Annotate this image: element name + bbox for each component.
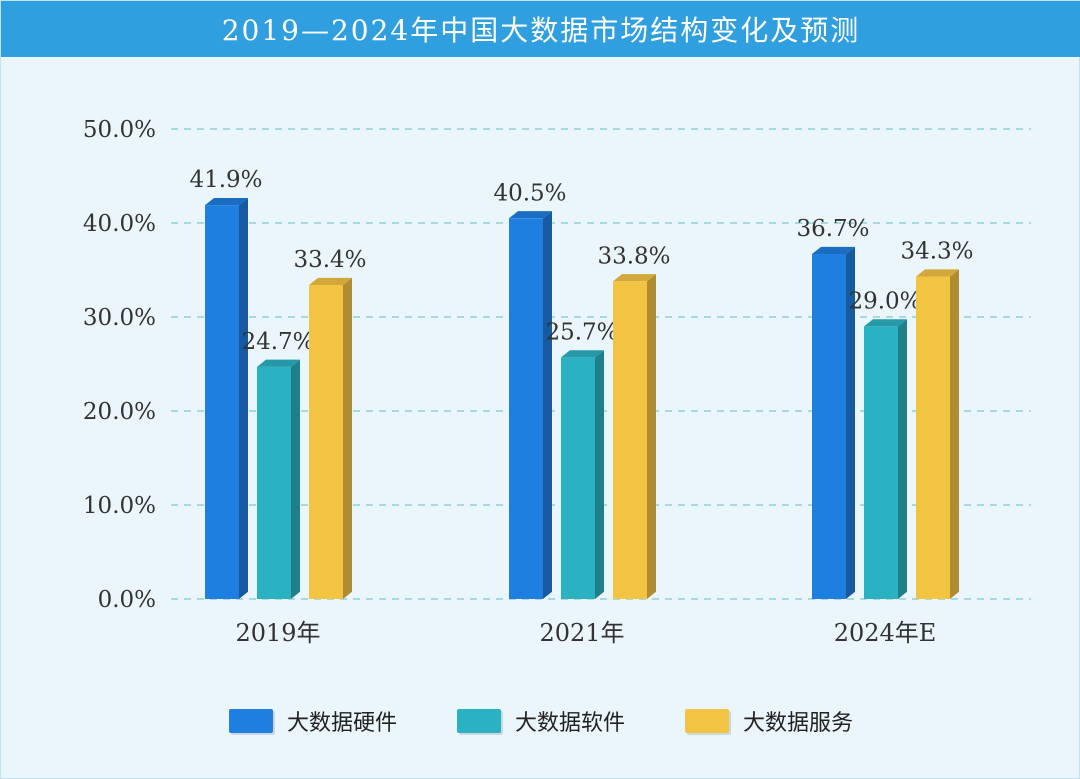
bar-side [898, 319, 907, 599]
data-label: 29.0% [848, 288, 921, 314]
y-tick-label: 0.0% [98, 587, 156, 613]
bar-top [613, 274, 656, 282]
bar-side [950, 269, 959, 599]
bar-top [812, 246, 855, 255]
bar-top [257, 359, 300, 367]
bar-top [864, 319, 907, 327]
bar-side [846, 246, 855, 599]
y-tick-label: 40.0% [83, 211, 156, 237]
title-bar: 2019—2024年中国大数据市场结构变化及预测 [1, 1, 1080, 57]
legend-label-software: 大数据软件 [514, 711, 625, 736]
bar-side [343, 277, 352, 599]
y-tick-label: 10.0% [83, 493, 156, 519]
bar-top [309, 277, 352, 286]
bar [509, 218, 543, 600]
y-tick-label: 20.0% [83, 399, 156, 425]
bar [205, 205, 239, 599]
data-label: 41.9% [189, 167, 262, 193]
bar [613, 281, 647, 599]
y-tick-label: 50.0% [83, 117, 156, 143]
data-label: 33.4% [293, 247, 366, 273]
bar-side [543, 211, 552, 599]
legend: 大数据硬件 大数据软件 大数据服务 [1, 701, 1080, 741]
data-label: 34.3% [900, 239, 973, 265]
bar-top [509, 211, 552, 219]
chart-title: 2019—2024年中国大数据市场结构变化及预测 [221, 14, 861, 47]
legend-item-software: 大数据软件 [456, 705, 625, 737]
x-tick-label: 2019年 [235, 619, 320, 647]
data-label: 40.5% [493, 180, 566, 206]
legend-swatch-service [685, 709, 729, 733]
bar [812, 254, 846, 599]
bar-side [647, 274, 656, 599]
bar [916, 276, 950, 599]
bar-chart: 0.0% 10.0% 20.0% 30.0% 40.0% 50.0% 41.9% 24.7% 3… [83, 117, 1031, 647]
bar [257, 366, 291, 599]
legend-label-hardware: 大数据硬件 [286, 711, 397, 736]
x-tick-label: 2024年E [834, 619, 937, 647]
y-tick-label: 30.0% [83, 305, 156, 331]
legend-item-hardware: 大数据硬件 [228, 705, 397, 737]
bar [864, 326, 898, 599]
bar-top [561, 350, 604, 358]
data-label: 24.7% [241, 329, 314, 355]
legend-swatch-software [456, 709, 501, 733]
bar-top [916, 269, 959, 277]
legend-item-service: 大数据服务 [685, 705, 853, 737]
x-tick-label: 2021年 [539, 619, 624, 647]
bar-side [291, 359, 300, 599]
data-label: 25.7% [545, 319, 618, 345]
bar [309, 285, 343, 599]
data-label: 33.8% [597, 243, 670, 269]
legend-swatch-hardware [228, 709, 273, 733]
data-label: 36.7% [796, 216, 869, 242]
bar [561, 357, 595, 599]
bar-side [595, 350, 604, 599]
bar-top [205, 197, 248, 206]
bar-side [239, 197, 248, 599]
legend-label-service: 大数据服务 [743, 711, 854, 736]
